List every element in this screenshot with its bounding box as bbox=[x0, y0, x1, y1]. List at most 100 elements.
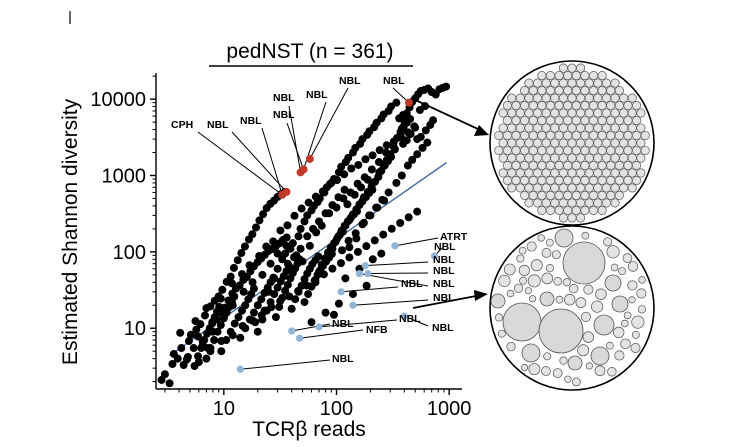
clone-circle bbox=[593, 153, 603, 163]
clone-circle bbox=[622, 253, 633, 263]
clone-circle bbox=[610, 153, 620, 163]
data-point bbox=[273, 283, 282, 292]
data-point bbox=[307, 318, 316, 327]
data-point bbox=[290, 253, 299, 262]
clone-circle bbox=[584, 138, 594, 148]
data-point bbox=[354, 160, 363, 169]
clone-circle bbox=[511, 145, 521, 156]
data-point bbox=[368, 151, 377, 160]
data-point bbox=[334, 193, 343, 202]
clone-circle bbox=[597, 115, 607, 126]
clone-circle bbox=[606, 115, 616, 126]
data-point bbox=[249, 308, 258, 317]
highlight-point-blue bbox=[315, 323, 323, 331]
clone-circle bbox=[567, 183, 577, 193]
clone-circle bbox=[524, 153, 534, 163]
clone-circle bbox=[527, 274, 541, 288]
data-point bbox=[269, 273, 278, 282]
clone-circle bbox=[528, 190, 538, 200]
clone-circle bbox=[524, 138, 534, 148]
clone-circle bbox=[533, 183, 543, 193]
data-point bbox=[315, 194, 324, 203]
clone-circle bbox=[520, 160, 530, 171]
clone-circle bbox=[610, 108, 620, 118]
clone-circle bbox=[620, 338, 631, 350]
data-point bbox=[377, 249, 386, 258]
data-point bbox=[389, 142, 398, 151]
clone-circle bbox=[601, 168, 611, 178]
data-point bbox=[362, 281, 371, 290]
clone-circle bbox=[632, 130, 642, 141]
clone-circle bbox=[502, 115, 512, 126]
clone-circle bbox=[533, 153, 543, 163]
data-point bbox=[367, 165, 376, 174]
clone-circle bbox=[567, 168, 577, 178]
clone-circle bbox=[601, 138, 611, 148]
data-point bbox=[276, 226, 285, 235]
clone-circle bbox=[554, 228, 574, 248]
data-point bbox=[384, 188, 393, 197]
axes bbox=[155, 73, 462, 390]
data-point bbox=[248, 278, 257, 287]
annotation-leader bbox=[309, 87, 349, 160]
data-point bbox=[408, 155, 417, 164]
clone-circle bbox=[502, 302, 542, 342]
clone-circle bbox=[571, 130, 581, 141]
clone-circle bbox=[597, 175, 607, 186]
data-point bbox=[300, 298, 309, 307]
annotation-leader bbox=[367, 272, 429, 275]
data-point bbox=[216, 321, 225, 330]
highlight-point-blue bbox=[361, 262, 369, 270]
data-point bbox=[236, 333, 245, 342]
clone-circle bbox=[606, 160, 616, 171]
data-point bbox=[352, 207, 361, 216]
data-point bbox=[345, 243, 354, 252]
clone-circle bbox=[541, 168, 551, 178]
clone-circle bbox=[588, 100, 599, 111]
data-point bbox=[296, 224, 305, 233]
clone-circle bbox=[516, 254, 525, 263]
annotation-label: NBL bbox=[332, 318, 354, 330]
clone-circle bbox=[524, 123, 534, 133]
clone-circle bbox=[498, 274, 511, 288]
data-point bbox=[192, 325, 201, 334]
clone-circle bbox=[630, 343, 641, 353]
clone-circle bbox=[554, 205, 564, 215]
arrows bbox=[410, 97, 489, 309]
annotation-leader bbox=[352, 299, 429, 306]
clone-circle bbox=[550, 93, 560, 103]
annotation-label: NBL bbox=[383, 75, 405, 87]
clone-circle bbox=[520, 364, 529, 372]
data-point bbox=[165, 379, 174, 388]
clone-circle bbox=[537, 160, 547, 171]
clone-circle bbox=[554, 100, 564, 111]
clone-circle bbox=[520, 175, 530, 186]
clone-circle bbox=[533, 123, 543, 133]
clone-circle bbox=[597, 130, 607, 141]
clone-circle bbox=[530, 259, 543, 272]
data-point bbox=[270, 290, 279, 299]
highlight-point-blue bbox=[430, 252, 439, 260]
y-tick-label: 10000 bbox=[90, 89, 146, 111]
black-points bbox=[157, 82, 451, 388]
data-point bbox=[226, 272, 235, 281]
data-point bbox=[348, 290, 357, 299]
clone-circle bbox=[567, 78, 577, 88]
clone-circle bbox=[541, 272, 554, 285]
clone-circle bbox=[588, 130, 599, 141]
data-point bbox=[327, 249, 336, 258]
clone-circle bbox=[537, 145, 547, 156]
annotation-label: NBL bbox=[273, 92, 295, 104]
clone-circle bbox=[558, 198, 568, 208]
clone-circle bbox=[528, 100, 538, 111]
clone-circle bbox=[606, 130, 616, 141]
clone-circle bbox=[498, 123, 508, 133]
data-point bbox=[245, 315, 254, 324]
clone-circle bbox=[551, 250, 561, 260]
chart-title: pedNST (n = 361) bbox=[226, 40, 393, 63]
data-point bbox=[297, 281, 306, 290]
clone-circle bbox=[627, 261, 639, 272]
annotation-label: NBL bbox=[434, 241, 456, 253]
clone-circle bbox=[610, 198, 620, 208]
data-point bbox=[228, 301, 237, 310]
